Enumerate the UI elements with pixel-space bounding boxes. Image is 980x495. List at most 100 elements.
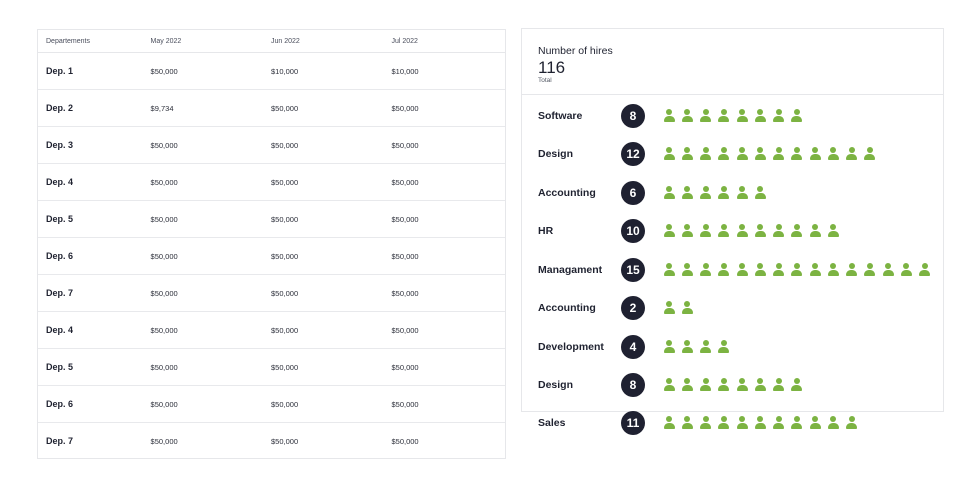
department-cell: Dep. 6 <box>46 399 74 409</box>
jun-value-cell: $10,000 <box>271 66 299 76</box>
table-row[interactable]: Dep. 5 $50,000 $50,000 $50,000 <box>38 201 505 238</box>
person-icon <box>736 147 748 161</box>
table-row[interactable]: Dep. 4 $50,000 $50,000 $50,000 <box>38 312 505 349</box>
may-value-cell: $9,734 <box>150 103 174 113</box>
department-name: HR <box>538 225 554 237</box>
column-header-may[interactable]: May 2022 <box>150 37 182 45</box>
table-row[interactable]: Dep. 5 $50,000 $50,000 $50,000 <box>38 349 505 386</box>
department-cell: Dep. 4 <box>46 177 74 187</box>
table-row[interactable]: Dep. 6 $50,000 $50,000 $50,000 <box>38 386 505 423</box>
department-cell: Dep. 5 <box>46 362 74 372</box>
table-row[interactable]: Dep. 4 $50,000 $50,000 $50,000 <box>38 164 505 201</box>
person-icon <box>736 416 748 430</box>
table-row[interactable]: Dep. 3 $50,000 $50,000 $50,000 <box>38 127 505 164</box>
may-value-cell: $50,000 <box>150 177 178 187</box>
table-row[interactable]: Dep. 1 $50,000 $10,000 $10,000 <box>38 53 505 90</box>
column-header-departments[interactable]: Departements <box>46 37 90 45</box>
person-icon <box>700 416 712 430</box>
column-header-jun[interactable]: Jun 2022 <box>271 37 300 45</box>
table-row[interactable]: Dep. 2 $9,734 $50,000 $50,000 <box>38 90 505 127</box>
department-name: Software <box>538 110 583 122</box>
person-icon <box>773 224 785 238</box>
department-name: Sales <box>538 417 566 429</box>
person-icon <box>663 147 675 161</box>
person-icon <box>681 186 693 200</box>
column-header-jul[interactable]: Jul 2022 <box>391 37 418 45</box>
jul-value-cell: $50,000 <box>391 399 419 409</box>
person-icon <box>663 109 675 123</box>
person-icon <box>809 147 821 161</box>
person-icon <box>846 263 858 277</box>
person-icon <box>754 224 766 238</box>
department-cell: Dep. 5 <box>46 214 74 224</box>
jul-value-cell: $50,000 <box>391 288 419 298</box>
table-row[interactable]: Dep. 7 $50,000 $50,000 $50,000 <box>38 275 505 312</box>
department-cell: Dep. 3 <box>46 140 74 150</box>
hire-count-badge: 4 <box>621 335 645 359</box>
hires-row: HR 10 <box>538 218 958 244</box>
hire-count-badge: 11 <box>621 411 645 435</box>
may-value-cell: $50,000 <box>150 399 178 409</box>
hire-count-badge: 8 <box>621 104 645 128</box>
jul-value-cell: $50,000 <box>391 251 419 261</box>
hires-total-label: Total <box>538 77 552 84</box>
person-icon <box>809 263 821 277</box>
hires-row: Accounting 6 <box>538 180 958 206</box>
jul-value-cell: $50,000 <box>391 362 419 372</box>
person-icon <box>846 147 858 161</box>
person-icon <box>809 416 821 430</box>
people-icons <box>663 263 937 277</box>
person-icon <box>791 147 803 161</box>
person-icon <box>773 378 785 392</box>
person-icon <box>773 263 785 277</box>
jul-value-cell: $10,000 <box>391 66 419 76</box>
jun-value-cell: $50,000 <box>271 288 299 298</box>
jul-value-cell: $50,000 <box>391 140 419 150</box>
person-icon <box>681 109 693 123</box>
person-icon <box>846 416 858 430</box>
budget-table: Departements May 2022 Jun 2022 Jul 2022 … <box>37 29 506 459</box>
people-icons <box>663 340 736 354</box>
table-row[interactable]: Dep. 7 $50,000 $50,000 $50,000 <box>38 423 505 459</box>
person-icon <box>700 186 712 200</box>
person-icon <box>718 224 730 238</box>
hire-count-badge: 2 <box>621 296 645 320</box>
department-cell: Dep. 7 <box>46 288 74 298</box>
table-body: Dep. 1 $50,000 $10,000 $10,000 Dep. 2 $9,734 $… <box>38 53 505 459</box>
person-icon <box>718 378 730 392</box>
person-icon <box>700 109 712 123</box>
person-icon <box>681 147 693 161</box>
person-icon <box>700 340 712 354</box>
person-icon <box>754 416 766 430</box>
person-icon <box>736 109 748 123</box>
jun-value-cell: $50,000 <box>271 362 299 372</box>
person-icon <box>718 263 730 277</box>
jun-value-cell: $50,000 <box>271 436 299 446</box>
person-icon <box>791 416 803 430</box>
person-icon <box>700 224 712 238</box>
jun-value-cell: $50,000 <box>271 325 299 335</box>
table-row[interactable]: Dep. 6 $50,000 $50,000 $50,000 <box>38 238 505 275</box>
department-name: Accounting <box>538 187 596 199</box>
people-icons <box>663 224 846 238</box>
person-icon <box>791 224 803 238</box>
person-icon <box>754 186 766 200</box>
hire-count-badge: 8 <box>621 373 645 397</box>
hires-summary: Number of hires 116 Total <box>522 29 943 95</box>
person-icon <box>663 224 675 238</box>
hires-card: Number of hires 116 Total <box>521 28 944 412</box>
person-icon <box>718 147 730 161</box>
jun-value-cell: $50,000 <box>271 140 299 150</box>
department-cell: Dep. 7 <box>46 436 74 446</box>
department-cell: Dep. 4 <box>46 325 74 335</box>
person-icon <box>663 301 675 315</box>
may-value-cell: $50,000 <box>150 140 178 150</box>
person-icon <box>718 109 730 123</box>
hire-count-badge: 10 <box>621 219 645 243</box>
department-cell: Dep. 6 <box>46 251 74 261</box>
person-icon <box>827 224 839 238</box>
department-name: Design <box>538 379 574 391</box>
person-icon <box>718 186 730 200</box>
department-name: Development <box>538 341 604 353</box>
person-icon <box>773 109 785 123</box>
